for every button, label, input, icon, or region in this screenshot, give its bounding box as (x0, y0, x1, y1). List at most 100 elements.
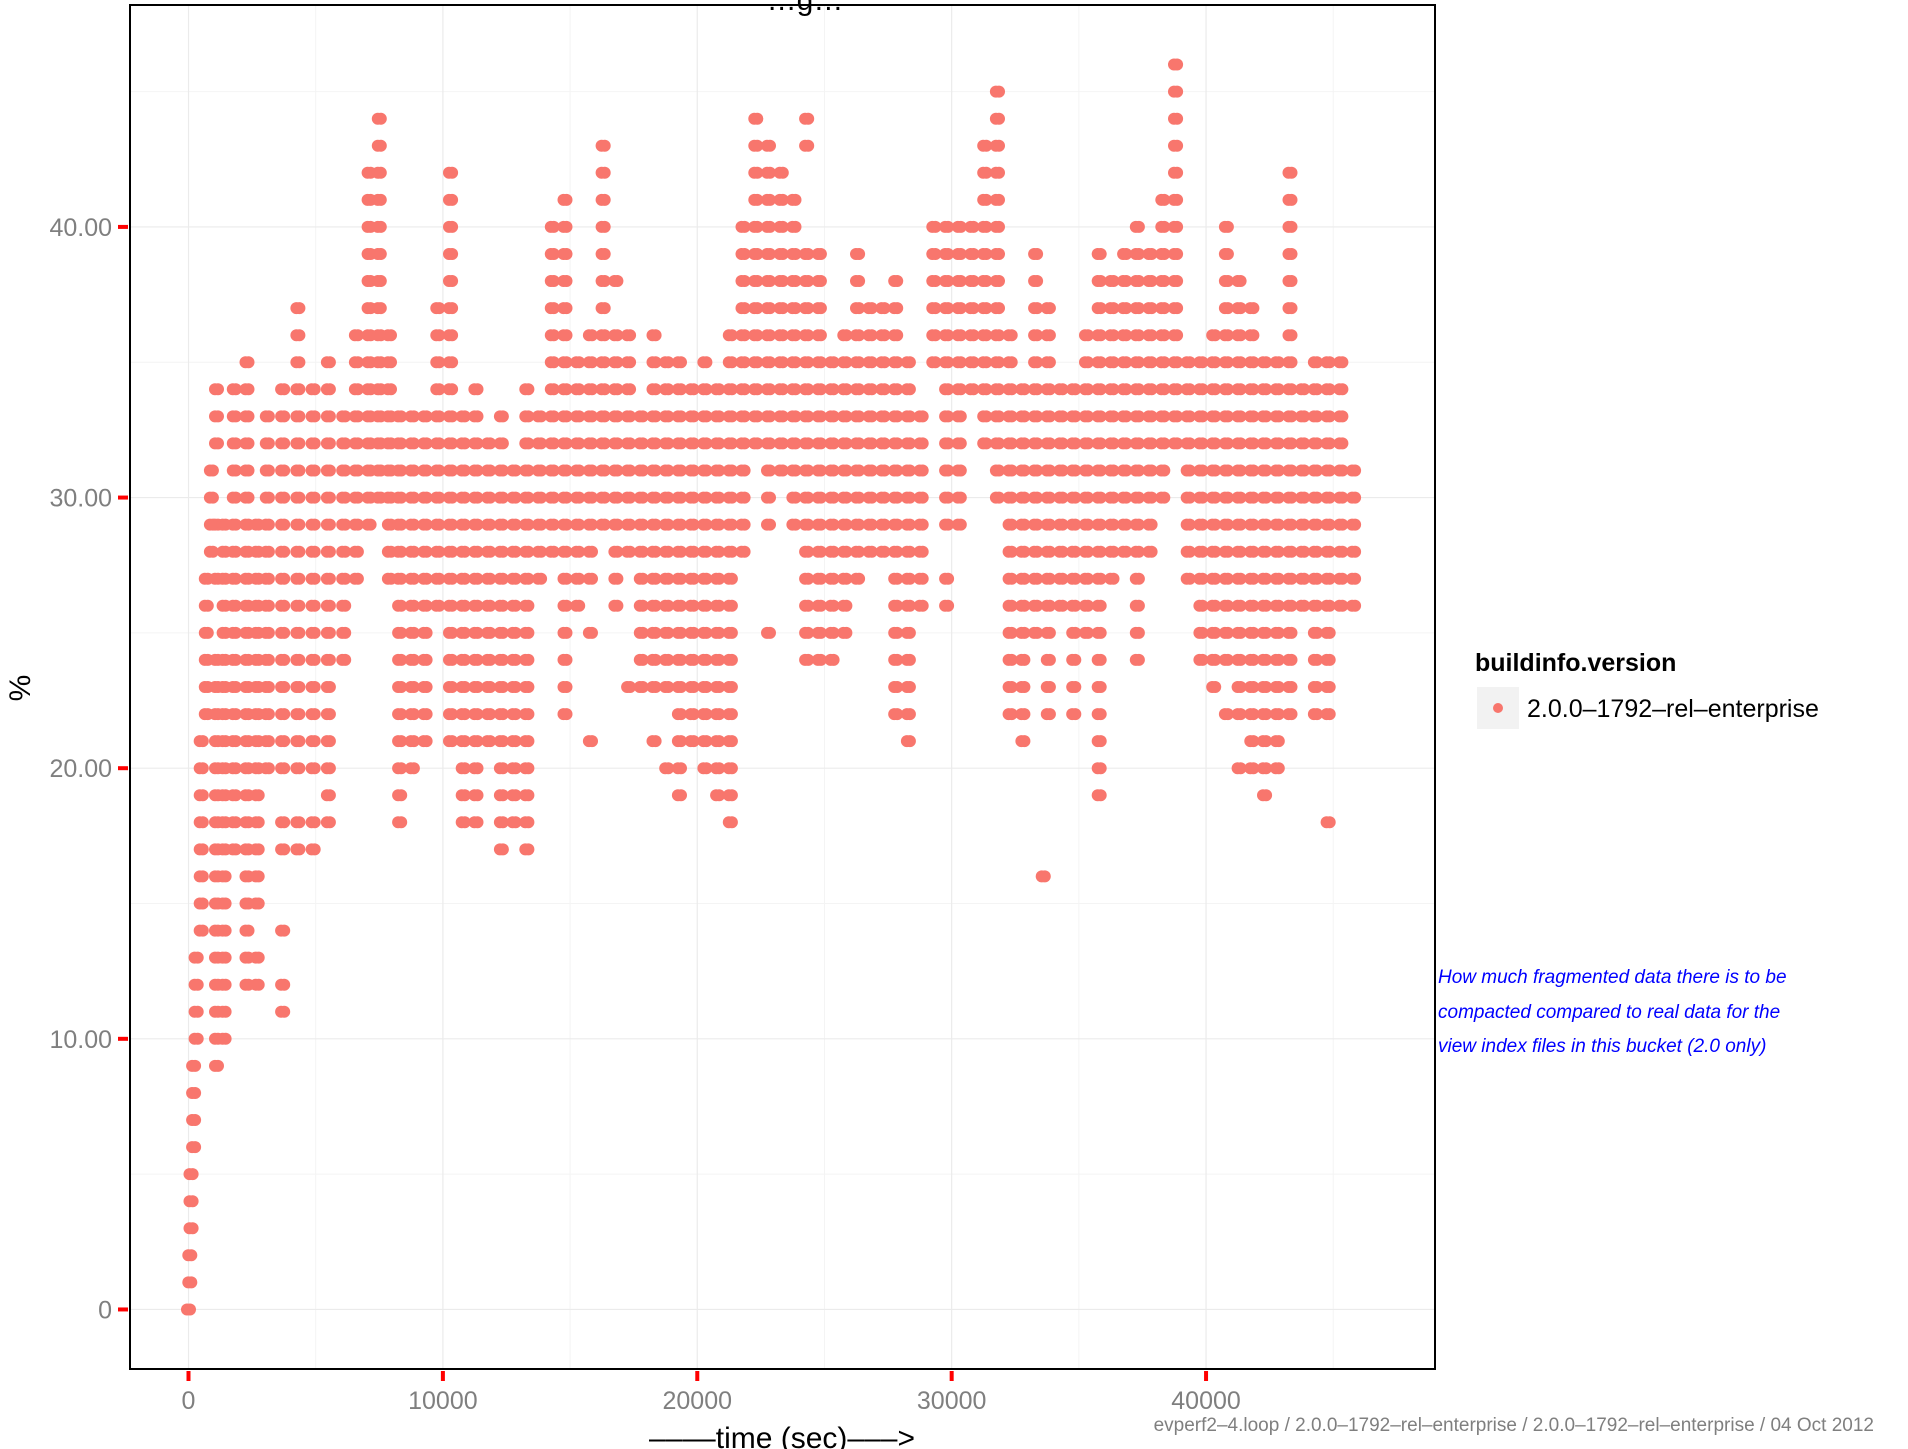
data-point (764, 220, 776, 233)
data-point (458, 518, 471, 531)
data-point (219, 897, 232, 910)
data-point (624, 491, 637, 504)
data-point (201, 626, 214, 639)
data-point (1031, 356, 1044, 369)
data-point (560, 248, 573, 260)
data-point (458, 789, 471, 802)
data-point (624, 518, 637, 531)
data-point (636, 545, 649, 558)
data-point (293, 708, 306, 721)
data-point (675, 572, 687, 585)
data-point (1247, 572, 1260, 585)
data-point (395, 653, 408, 666)
data-point (1196, 572, 1209, 585)
data-point (598, 248, 611, 260)
data-point (611, 356, 624, 369)
data-point (1209, 572, 1222, 585)
data-point (1247, 437, 1260, 450)
data-point (878, 437, 891, 450)
data-point (212, 437, 224, 450)
data-point (1145, 275, 1158, 287)
data-point (1171, 356, 1184, 369)
data-point (725, 653, 738, 666)
data-point (776, 166, 789, 179)
data-point (1323, 383, 1336, 396)
data-point (993, 464, 1005, 477)
data-point (814, 437, 827, 450)
data-point (662, 545, 675, 558)
data-point (738, 518, 751, 531)
data-point (420, 735, 433, 748)
data-point (980, 437, 993, 450)
data-point (776, 383, 789, 396)
data-point (278, 626, 291, 639)
caption: evperf2–4.loop / 2.0.0–1792–rel–enterpri… (1154, 1415, 1874, 1436)
data-point (323, 410, 336, 423)
data-point (751, 112, 764, 125)
data-point (1221, 302, 1234, 315)
data-point (878, 329, 891, 342)
annotation: How much fragmented data there is to be … (1438, 967, 1787, 1057)
data-point (323, 708, 336, 721)
data-point (700, 708, 713, 721)
data-point (636, 599, 649, 612)
data-point (308, 491, 321, 504)
data-point (185, 1249, 198, 1262)
data-point (1107, 545, 1120, 558)
data-point (713, 545, 726, 558)
data-point (496, 653, 509, 666)
data-point (636, 437, 649, 450)
data-point (1285, 220, 1298, 233)
data-point (586, 383, 598, 396)
data-point (903, 518, 916, 531)
data-point (1018, 626, 1031, 639)
data-point (560, 518, 573, 531)
data-point (802, 275, 815, 287)
data-point (1120, 248, 1133, 260)
data-point (560, 302, 573, 315)
data-point (738, 220, 751, 233)
data-point (1005, 572, 1018, 585)
data-point (560, 356, 573, 369)
data-point (1107, 302, 1120, 315)
data-point (1171, 410, 1184, 423)
data-point (522, 762, 535, 775)
data-point (293, 545, 306, 558)
data-point (1043, 518, 1056, 531)
data-point (433, 329, 446, 342)
data-point (496, 681, 509, 693)
data-point (776, 220, 789, 233)
data-point (649, 464, 662, 477)
data-point (764, 275, 776, 287)
data-point (573, 356, 586, 369)
data-point (802, 491, 815, 504)
data-point (1158, 275, 1171, 287)
data-point (522, 653, 535, 666)
data-point (942, 464, 955, 477)
data-point (1247, 410, 1260, 423)
data-point (802, 112, 815, 125)
data-point (1056, 383, 1069, 396)
data-point (308, 464, 321, 477)
data-point (1082, 383, 1094, 396)
data-point (471, 708, 484, 721)
data-point (1056, 410, 1069, 423)
data-point (196, 897, 209, 910)
data-point (1196, 464, 1209, 477)
data-point (573, 572, 586, 585)
data-point (323, 653, 336, 666)
data-point (496, 789, 509, 802)
data-point (573, 545, 586, 558)
data-point (395, 789, 408, 802)
data-point (853, 302, 866, 315)
data-point (262, 518, 275, 531)
data-point (278, 491, 291, 504)
legend-title: buildinfo.version (1475, 649, 1676, 677)
data-point (675, 437, 687, 450)
data-point (1158, 491, 1171, 504)
data-point (196, 843, 209, 856)
data-point (751, 437, 764, 450)
data-point (1209, 437, 1222, 450)
data-point (420, 653, 433, 666)
